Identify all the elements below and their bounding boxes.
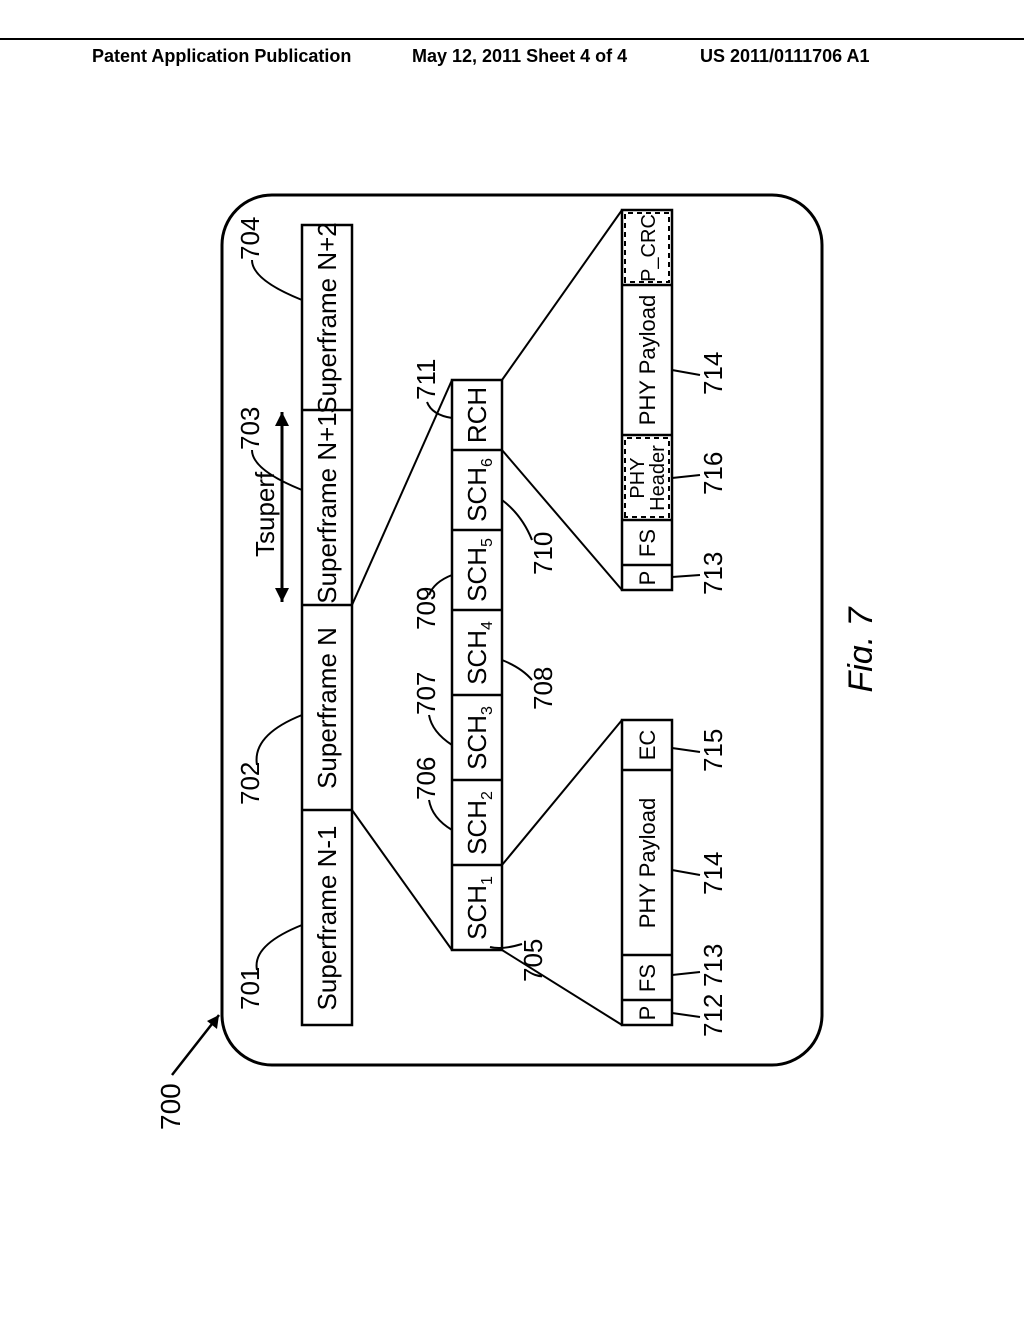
ref-709: 709 (411, 587, 441, 630)
ref-708: 708 (528, 667, 558, 710)
sch6: SCH6 (462, 458, 496, 522)
leader-701 (257, 925, 302, 970)
ref-711: 711 (411, 359, 441, 400)
ref-703: 703 (235, 407, 265, 450)
fl-fs: FS (635, 964, 660, 992)
superframe-1-label: Superframe N (312, 627, 342, 789)
leader-704 (252, 260, 302, 300)
ref-702: 702 (235, 762, 265, 805)
leader-702 (257, 715, 302, 765)
ref-716: 716 (698, 452, 728, 495)
leader-716 (672, 475, 700, 478)
split-sch1-left (502, 950, 622, 1025)
leader-712 (672, 1013, 700, 1017)
frame-left: P FS PHY Payload EC (622, 720, 672, 1025)
page: Patent Application Publication May 12, 2… (0, 0, 1024, 1320)
ref-704: 704 (235, 217, 265, 260)
header-left: Patent Application Publication (92, 46, 351, 67)
fr-phy: PHY Payload (635, 295, 660, 425)
sch4: SCH4 (462, 621, 496, 685)
split-sch1-right (502, 720, 622, 865)
fr-hdr1: PHY (627, 457, 649, 498)
tsuperf-label: Tsuperf (250, 471, 280, 557)
fr-hdr2: Header (647, 445, 669, 511)
ref-713r: 713 (698, 552, 728, 595)
fl-phy: PHY Payload (635, 798, 660, 928)
leader-714l (672, 870, 700, 875)
fl-p: P (635, 1006, 660, 1021)
ref-710: 710 (528, 532, 558, 575)
split-left (352, 810, 452, 950)
leader-707 (429, 715, 452, 745)
leader-713r (672, 575, 700, 577)
ref-713l: 713 (698, 944, 728, 987)
superframe-3-label: Superframe N+2 (312, 222, 342, 413)
frame-right: P FS PHY Header PHY Payload P_CRC (622, 210, 672, 590)
fl-ec: EC (635, 730, 660, 761)
header-right: US 2011/0111706 A1 (700, 46, 870, 67)
leader-706 (429, 800, 452, 830)
ref-715: 715 (698, 729, 728, 772)
page-header: Patent Application Publication May 12, 2… (0, 38, 1024, 74)
leader-713l (672, 972, 700, 975)
channels-row: SCH1 SCH2 SCH3 SCH4 SCH5 SCH6 RCH (452, 380, 502, 950)
fr-fs: FS (635, 529, 660, 557)
superframe-2-label: Superframe N+1 (312, 412, 342, 603)
superframe-0-label: Superframe N-1 (312, 826, 342, 1011)
sch1: SCH1 (462, 876, 496, 940)
rch: RCH (462, 387, 492, 443)
fr-crc: P_CRC (638, 214, 660, 282)
split-rch-right (502, 210, 622, 380)
ref-700: 700 (155, 1083, 186, 1130)
ref-706: 706 (411, 757, 441, 800)
sch5: SCH5 (462, 538, 496, 602)
sch2: SCH2 (462, 791, 496, 855)
ref-714r: 714 (698, 352, 728, 395)
sch3: SCH3 (462, 706, 496, 770)
leader-714r (672, 370, 700, 375)
leader-715 (672, 748, 700, 752)
header-mid: May 12, 2011 Sheet 4 of 4 (412, 46, 627, 67)
ref-707: 707 (411, 672, 441, 715)
split-rch-left (502, 450, 622, 590)
ref-712: 712 (698, 994, 728, 1037)
figure-7: 700 Tsuperf Superfr (152, 170, 872, 1130)
superframes-row: Superframe N-1 Superframe N Superframe N… (302, 222, 352, 1025)
ref-714l: 714 (698, 852, 728, 895)
fr-p: P (635, 571, 660, 586)
ref-701: 701 (235, 967, 265, 1010)
figure-caption: Fig. 7 (842, 606, 872, 692)
